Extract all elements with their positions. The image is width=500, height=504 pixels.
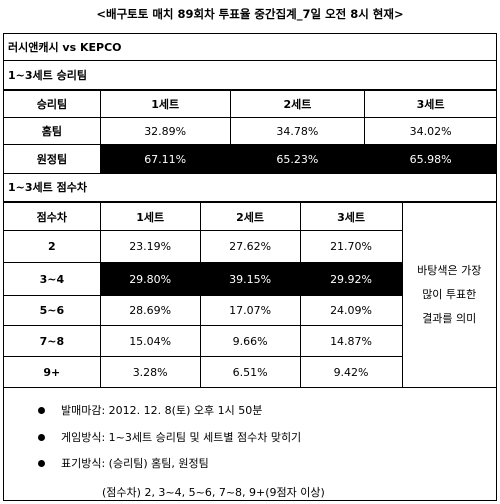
header-cell: 3세트 [299, 202, 403, 231]
row: 3~4 29.80% 39.15% 29.92% [3, 262, 497, 296]
footnote: (점수차) 2, 3~4, 5~6, 7~8, 9+(9점자 이상) [102, 486, 325, 499]
header-cell: 3세트 [364, 90, 497, 118]
value-cell: 23.19% [99, 230, 201, 263]
row: 홈팀 32.89% 34.78% 34.02% [3, 117, 497, 145]
row: 2 23.19% 27.62% 21.70% [3, 230, 497, 263]
row: 5~6 28.69% 17.07% 24.09% [3, 295, 497, 326]
value-cell: 34.02% [364, 117, 497, 145]
value-cell: 67.11% [99, 144, 231, 174]
bullet-dot [38, 406, 45, 414]
bullet-text: 표기방식: (승리팀) 홈팀, 원정팀 [61, 457, 209, 470]
section-title: 1~3세트 승리팀 [3, 61, 497, 90]
row-label: 3~4 [3, 262, 101, 296]
value-cell: 65.98% [364, 144, 497, 174]
value-cell: 6.51% [199, 356, 301, 388]
value-cell: 27.62% [199, 230, 301, 263]
note-line: 바탕색은 가장 [417, 264, 482, 277]
match: 러시앤캐시 vs KEPCO [3, 33, 497, 61]
value-cell: 21.70% [299, 230, 403, 263]
value-cell: 9.42% [299, 356, 403, 388]
value-cell: 39.15% [199, 262, 301, 296]
value-cell: 32.89% [99, 117, 231, 145]
bullet-dot [38, 459, 45, 467]
bullet-text: 발매마감: 2012. 12. 8(토) 오후 1시 50분 [61, 404, 263, 417]
row: 9+ 3.28% 6.51% 9.42% [3, 356, 497, 388]
header-cell: 1세트 [99, 90, 231, 118]
title: <배구토토 매치 89회차 투표율 중간집계_7일 오전 8시 현재> [96, 7, 404, 21]
row: 원정팀 67.11% 65.23% 65.98% [3, 144, 497, 174]
header-cell: 승리팀 [3, 90, 101, 118]
header-cell: 1세트 [99, 202, 201, 231]
value-cell: 15.04% [99, 325, 201, 357]
bullet-item: 발매마감: 2012. 12. 8(토) 오후 1시 50분 [38, 400, 262, 420]
value-cell: 29.92% [299, 262, 403, 296]
row-label: 홈팀 [3, 117, 101, 145]
row-label: 9+ [3, 356, 101, 388]
row-label: 7~8 [3, 325, 101, 357]
header-row: 승리팀 1세트 2세트 3세트 [3, 90, 497, 118]
note-line: 많이 투표한 [422, 288, 477, 301]
row: 7~8 15.04% 9.66% 14.87% [3, 325, 497, 357]
value-cell: 3.28% [99, 356, 201, 388]
row-label: 원정팀 [3, 144, 101, 174]
note-line: 결과를 의미 [422, 312, 477, 325]
value-cell: 34.78% [229, 117, 366, 145]
bullet-text: 게임방식: 1~3세트 승리팀 및 세트별 점수차 맞히기 [61, 431, 302, 444]
value-cell: 9.66% [199, 325, 301, 357]
bullet-item: 게임방식: 1~3세트 승리팀 및 세트별 점수차 맞히기 [38, 427, 301, 447]
row-label: 2 [3, 230, 101, 263]
value-cell: 29.80% [99, 262, 201, 296]
header-cell: 점수차 [3, 202, 101, 231]
value-cell: 65.23% [229, 144, 366, 174]
bullet-item: 표기방식: (승리팀) 홈팀, 원정팀 [38, 453, 209, 473]
bullet-dot [38, 433, 45, 441]
section-title: 1~3세트 점수차 [3, 173, 497, 202]
table: 점수차 1세트 2세트 3세트 바탕색은 가장 많이 투표한 결과를 의미 2 23.19% 27… [3, 202, 497, 388]
value-cell: 14.87% [299, 325, 403, 357]
header-cell: 2세트 [229, 90, 366, 118]
value-cell: 28.69% [99, 295, 201, 326]
header-cell: 2세트 [199, 202, 301, 231]
table: 승리팀 1세트 2세트 3세트 홈팀 32.89% 34.78% 34.02% 원정팀 67.11… [3, 90, 497, 174]
value-cell: 24.09% [299, 295, 403, 326]
row-label: 5~6 [3, 295, 101, 326]
value-cell: 17.07% [199, 295, 301, 326]
